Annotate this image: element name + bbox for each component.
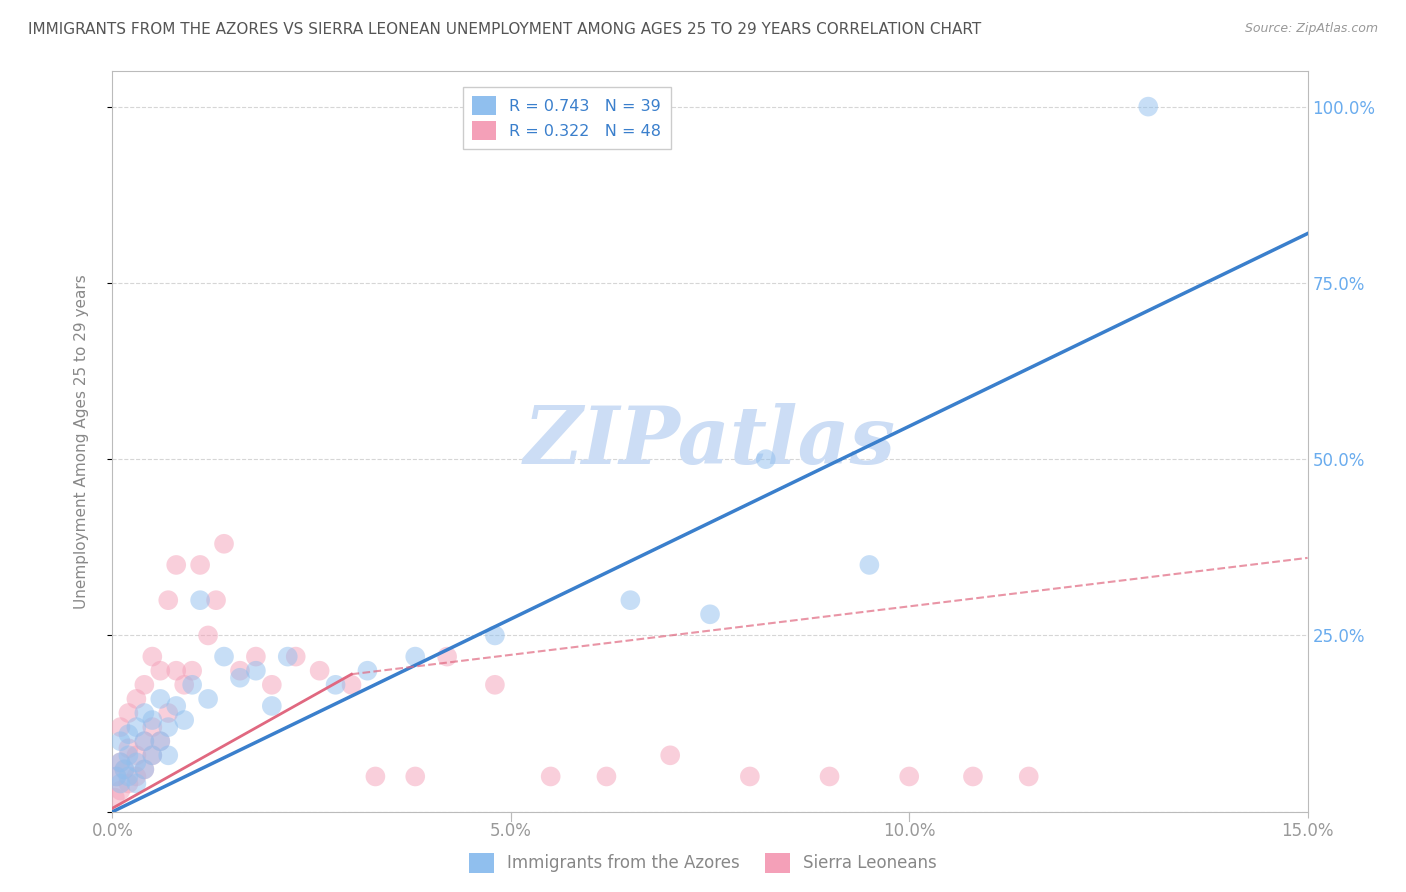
Point bbox=[125, 769, 148, 783]
Point bbox=[245, 649, 267, 664]
Point bbox=[117, 741, 139, 756]
Point bbox=[173, 678, 195, 692]
Point bbox=[325, 678, 347, 692]
Point bbox=[149, 734, 172, 748]
Point bbox=[165, 698, 187, 713]
Point bbox=[540, 769, 562, 783]
Point bbox=[125, 748, 148, 763]
Point bbox=[157, 593, 180, 607]
Point bbox=[110, 776, 132, 790]
Point bbox=[436, 649, 458, 664]
Point bbox=[212, 649, 235, 664]
Point bbox=[308, 664, 330, 678]
Point bbox=[125, 756, 148, 770]
Point bbox=[110, 756, 132, 770]
Text: Source: ZipAtlas.com: Source: ZipAtlas.com bbox=[1244, 22, 1378, 36]
Point bbox=[181, 664, 204, 678]
Point bbox=[260, 698, 283, 713]
Point bbox=[105, 769, 128, 783]
Point bbox=[105, 769, 128, 783]
Point bbox=[277, 649, 299, 664]
Point bbox=[619, 593, 641, 607]
Point bbox=[212, 537, 235, 551]
Point bbox=[229, 671, 252, 685]
Point bbox=[659, 748, 682, 763]
Point bbox=[699, 607, 721, 622]
Point bbox=[962, 769, 984, 783]
Point bbox=[260, 678, 283, 692]
Point bbox=[1137, 100, 1160, 114]
Point bbox=[1018, 769, 1040, 783]
Point bbox=[188, 593, 211, 607]
Point bbox=[245, 664, 267, 678]
Y-axis label: Unemployment Among Ages 25 to 29 years: Unemployment Among Ages 25 to 29 years bbox=[75, 274, 89, 609]
Point bbox=[165, 558, 187, 572]
Point bbox=[114, 763, 135, 777]
Point bbox=[134, 734, 156, 748]
Point bbox=[595, 769, 617, 783]
Point bbox=[117, 748, 139, 763]
Point bbox=[110, 734, 132, 748]
Point bbox=[125, 720, 148, 734]
Point bbox=[114, 763, 135, 777]
Point bbox=[165, 664, 187, 678]
Point bbox=[104, 790, 127, 805]
Point bbox=[110, 783, 132, 797]
Point bbox=[818, 769, 841, 783]
Text: ZIPatlas: ZIPatlas bbox=[524, 403, 896, 480]
Point bbox=[117, 769, 139, 783]
Point bbox=[134, 678, 156, 692]
Point bbox=[404, 649, 426, 664]
Point bbox=[738, 769, 761, 783]
Point bbox=[134, 763, 156, 777]
Point bbox=[141, 713, 163, 727]
Point bbox=[117, 776, 139, 790]
Point bbox=[117, 727, 139, 741]
Point bbox=[141, 748, 163, 763]
Point bbox=[134, 763, 156, 777]
Point bbox=[141, 649, 163, 664]
Point bbox=[356, 664, 378, 678]
Point bbox=[134, 734, 156, 748]
Point bbox=[125, 692, 148, 706]
Point bbox=[404, 769, 426, 783]
Point bbox=[141, 748, 163, 763]
Point bbox=[157, 706, 180, 720]
Point bbox=[364, 769, 387, 783]
Point bbox=[755, 452, 778, 467]
Point bbox=[484, 628, 506, 642]
Point bbox=[125, 776, 148, 790]
Point bbox=[197, 692, 219, 706]
Point bbox=[205, 593, 228, 607]
Point bbox=[858, 558, 880, 572]
Point bbox=[149, 734, 172, 748]
Point bbox=[110, 720, 132, 734]
Point bbox=[110, 756, 132, 770]
Point bbox=[898, 769, 921, 783]
Point bbox=[134, 706, 156, 720]
Point bbox=[157, 720, 180, 734]
Point bbox=[340, 678, 363, 692]
Point bbox=[181, 678, 204, 692]
Point bbox=[229, 664, 252, 678]
Point bbox=[484, 678, 506, 692]
Point bbox=[149, 692, 172, 706]
Point bbox=[188, 558, 211, 572]
Point bbox=[141, 720, 163, 734]
Text: IMMIGRANTS FROM THE AZORES VS SIERRA LEONEAN UNEMPLOYMENT AMONG AGES 25 TO 29 YE: IMMIGRANTS FROM THE AZORES VS SIERRA LEO… bbox=[28, 22, 981, 37]
Point bbox=[149, 664, 172, 678]
Point bbox=[284, 649, 307, 664]
Legend: R = 0.743   N = 39, R = 0.322   N = 48: R = 0.743 N = 39, R = 0.322 N = 48 bbox=[463, 87, 671, 149]
Point bbox=[173, 713, 195, 727]
Point bbox=[117, 706, 139, 720]
Point bbox=[157, 748, 180, 763]
Legend: Immigrants from the Azores, Sierra Leoneans: Immigrants from the Azores, Sierra Leone… bbox=[463, 847, 943, 880]
Point bbox=[197, 628, 219, 642]
